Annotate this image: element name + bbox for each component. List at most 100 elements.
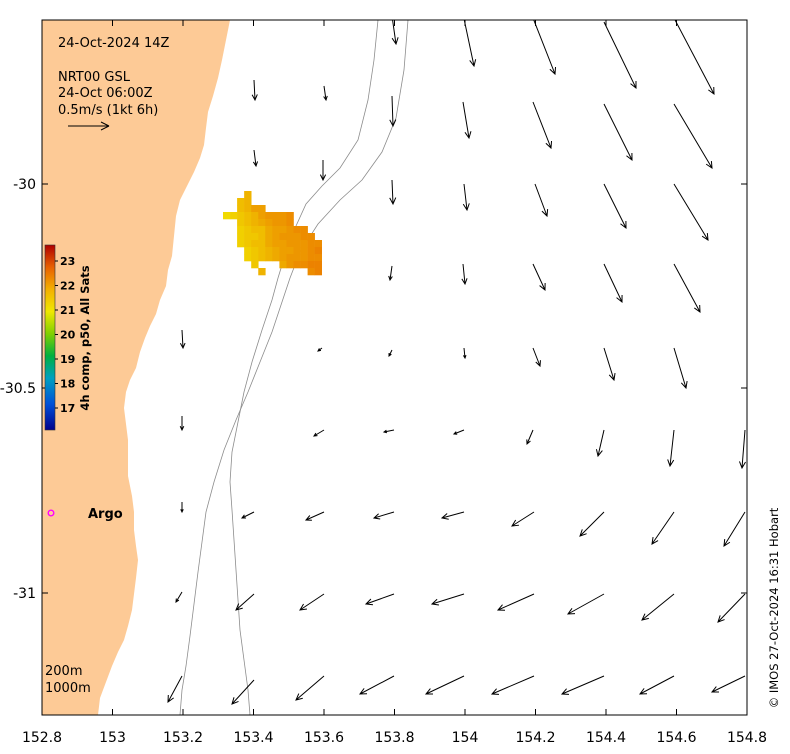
current-arrow <box>252 149 259 168</box>
sst-patch <box>223 191 322 276</box>
current-arrow <box>603 263 623 304</box>
current-arrow <box>560 675 605 695</box>
credit-label: © IMOS 27-Oct-2024 16:31 Hobart <box>767 507 781 708</box>
longitude-axis: 152.8 153 153.2 153.4 153.6 153.8 154 154.2 154.… <box>22 20 767 746</box>
current-arrow <box>673 347 688 390</box>
current-arrow <box>511 511 535 527</box>
y-tick-label: -30 <box>13 177 36 193</box>
current-arrow <box>603 347 616 382</box>
colorbar-tick-label: 20 <box>60 329 76 342</box>
current-arrow <box>388 265 393 282</box>
current-arrow <box>462 347 467 360</box>
current-arrow <box>389 95 397 128</box>
y-tick-label: -30.5 <box>0 381 36 397</box>
current-arrow <box>364 593 395 606</box>
current-arrow <box>566 593 605 615</box>
current-arrow <box>641 593 675 621</box>
current-arrow <box>462 183 470 212</box>
current-arrow <box>180 502 184 514</box>
current-arrow <box>496 593 535 611</box>
colorbar-title: 4h comp, p50, All Sats <box>78 265 92 410</box>
latitude-axis: -30 -30.5 -31 <box>0 177 747 602</box>
current-arrow <box>240 511 255 519</box>
current-arrow <box>440 511 465 520</box>
current-arrow <box>299 593 325 611</box>
current-arrow <box>382 429 395 434</box>
colorbar-gradient <box>44 244 56 431</box>
sst-colorbar: 17 18 19 20 21 22 23 4h comp, p50, All Sats <box>44 244 92 431</box>
current-arrow <box>452 429 465 435</box>
colorbar-tick-label: 21 <box>60 304 75 317</box>
current-arrow <box>579 511 605 537</box>
current-arrow <box>603 183 627 230</box>
current-arrow <box>651 511 675 545</box>
current-arrow <box>388 349 393 358</box>
y-tick-label: -31 <box>13 586 36 602</box>
map-datetime: 24-Oct-2024 14Z <box>58 36 170 51</box>
x-tick-label: 152.8 <box>22 730 62 746</box>
current-arrow <box>667 429 675 468</box>
current-arrow <box>533 20 557 76</box>
current-arrow <box>319 160 327 182</box>
isobath-1000m-label: 1000m <box>45 681 91 696</box>
current-arrow <box>532 347 541 368</box>
current-arrow <box>673 183 709 241</box>
current-arrow <box>490 675 535 695</box>
colorbar-tick-label: 19 <box>60 353 75 366</box>
current-arrow <box>723 511 746 547</box>
current-arrow <box>317 347 323 352</box>
land-mass <box>42 20 230 715</box>
current-arrow <box>175 591 183 603</box>
x-tick-label: 153.8 <box>374 730 414 746</box>
colorbar-tick-label: 22 <box>60 280 75 293</box>
colorbar-tick-label: 17 <box>60 402 75 415</box>
current-arrow <box>179 329 186 350</box>
x-tick-label: 153.6 <box>304 730 344 746</box>
product-label: NRT00 GSL <box>58 70 131 85</box>
current-arrow <box>430 593 465 606</box>
current-arrow <box>717 593 746 623</box>
argo-float-marker <box>47 509 55 517</box>
current-arrow <box>673 103 713 169</box>
current-arrow <box>179 416 185 432</box>
current-arrow <box>389 179 397 206</box>
current-arrow <box>603 103 633 162</box>
current-arrow <box>167 675 183 704</box>
isobath-200m-label: 200m <box>45 664 82 679</box>
current-arrow <box>638 675 675 695</box>
current-arrow <box>323 85 328 102</box>
x-tick-label: 154.8 <box>727 730 767 746</box>
current-arrow <box>603 21 637 90</box>
current-arrow <box>424 675 465 695</box>
current-vector-field <box>167 20 746 705</box>
x-tick-label: 153.2 <box>163 730 203 746</box>
current-arrow <box>295 675 325 701</box>
scale-arrow-icon <box>68 121 110 131</box>
current-arrow <box>231 679 255 705</box>
current-arrow <box>673 263 701 314</box>
x-tick-label: 154.4 <box>586 730 626 746</box>
current-arrow <box>526 429 534 446</box>
current-arrow <box>532 263 546 292</box>
current-arrow <box>235 593 255 611</box>
x-tick-label: 154 <box>452 730 479 746</box>
current-arrow <box>372 511 395 520</box>
current-arrow <box>461 263 468 286</box>
x-tick-label: 153.4 <box>233 730 273 746</box>
colorbar-ticks: 17 18 19 20 21 22 23 <box>55 255 76 415</box>
current-arrow <box>391 20 399 46</box>
colorbar-tick-label: 23 <box>60 255 75 268</box>
current-arrow <box>313 429 325 437</box>
argo-label: Argo <box>88 507 123 522</box>
current-arrow <box>532 101 553 150</box>
current-arrow <box>304 511 325 521</box>
isobath-1000m <box>179 20 409 715</box>
current-arrow <box>462 101 472 140</box>
current-arrow <box>595 429 605 458</box>
velocity-time-label: 24-Oct 06:00Z <box>58 86 153 101</box>
current-arrow <box>358 675 395 695</box>
current-arrow <box>251 79 258 102</box>
x-tick-label: 154.2 <box>515 730 555 746</box>
